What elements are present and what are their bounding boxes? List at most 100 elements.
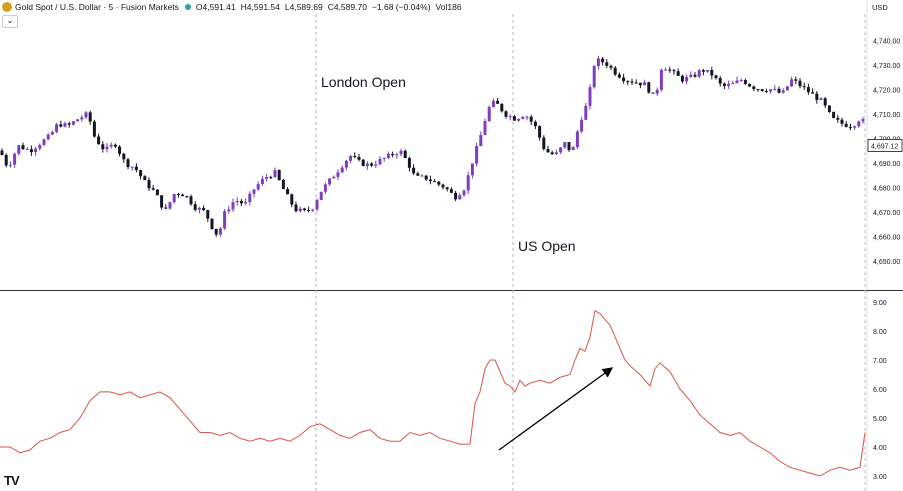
candle-body <box>714 75 718 79</box>
candle-body <box>483 120 487 136</box>
candle-body <box>710 70 714 76</box>
candle-body <box>848 126 852 128</box>
candle-body <box>685 76 689 82</box>
candle-body <box>420 175 424 177</box>
candle-body <box>575 131 579 148</box>
candle-body <box>344 160 348 168</box>
price-tick-label: 4,670.00 <box>873 210 900 217</box>
candle-body <box>252 189 256 194</box>
price-tick-label: 4,740.00 <box>873 38 900 45</box>
currency-label[interactable]: USD <box>872 3 888 12</box>
candle-body <box>815 93 819 100</box>
candle-body <box>0 150 4 155</box>
candle-body <box>235 200 239 203</box>
ohlc-open: O4,591.41 <box>195 2 236 12</box>
indicator-tick-label: 3.00 <box>873 474 887 481</box>
candle-body <box>403 150 407 159</box>
candle-body <box>223 211 227 229</box>
price-tick-label: 4,720.00 <box>873 87 900 94</box>
candle-body <box>630 81 634 83</box>
candle-body <box>466 175 470 191</box>
candle-body <box>294 204 298 212</box>
price-change: −1.68 (−0.04%) <box>371 2 431 12</box>
candle-body <box>491 100 495 107</box>
candle-body <box>806 87 810 93</box>
candle-body <box>176 193 180 195</box>
candle-body <box>655 89 659 94</box>
candle-body <box>55 124 59 132</box>
candle-body <box>668 69 672 71</box>
candle-body <box>580 119 584 132</box>
chevron-down-icon[interactable]: ⌄ <box>2 15 18 28</box>
indicator-tick-label: 4.00 <box>873 445 887 452</box>
candle-body <box>722 83 726 86</box>
ohlc-close: C4,589.70 <box>327 2 367 12</box>
candle-body <box>189 196 193 205</box>
candle-body <box>504 111 508 117</box>
candle-body <box>496 100 500 104</box>
candle-body <box>260 178 264 184</box>
candle-body <box>802 86 806 88</box>
candle-body <box>760 89 764 92</box>
candle-body <box>239 200 243 204</box>
candle-body <box>592 66 596 88</box>
candle-body <box>605 62 609 66</box>
candle-body <box>214 228 218 235</box>
candle-body <box>139 170 143 177</box>
candle-body <box>554 152 558 155</box>
candle-body <box>777 88 781 93</box>
tradingview-logo-icon[interactable]: TV <box>4 473 20 488</box>
ohlc-high: H4,591.54 <box>240 2 280 12</box>
candle-body <box>441 184 445 188</box>
candle-body <box>113 144 117 147</box>
candle-body <box>462 190 466 196</box>
volume-readout: Vol186 <box>435 2 462 12</box>
candle-body <box>13 153 17 165</box>
candle-body <box>748 83 752 87</box>
candle-body <box>601 58 605 63</box>
market-status-icon[interactable] <box>184 4 191 10</box>
candle-body <box>445 187 449 190</box>
candle-body <box>92 121 96 137</box>
candle-body <box>248 193 252 203</box>
candle-body <box>773 88 777 90</box>
candle-body <box>71 121 75 125</box>
candle-body <box>298 208 302 212</box>
price-tick-label: 4,690.00 <box>873 161 900 168</box>
candle-body <box>134 166 138 171</box>
candle-body <box>332 176 336 179</box>
candle-body <box>378 158 382 165</box>
candle-body <box>126 159 130 168</box>
chart-header: Gold Spot / U.S. Dollar · 5 · Fusion Mar… <box>0 0 462 14</box>
candle-body <box>542 137 546 150</box>
candle-body <box>517 118 521 121</box>
candle-body <box>155 189 159 196</box>
candle-body <box>269 177 273 179</box>
candle-body <box>525 116 529 118</box>
candle-body <box>17 145 21 154</box>
candle-body <box>811 92 815 94</box>
candle-body <box>391 153 395 156</box>
candle-body <box>475 146 479 164</box>
candle-body <box>181 194 185 197</box>
candle-body <box>861 119 865 122</box>
candle-body <box>143 176 147 181</box>
candle-body <box>739 80 743 82</box>
candle-body <box>449 189 453 193</box>
candle-body <box>479 135 483 147</box>
price-tick-label: 4,650.00 <box>873 259 900 266</box>
gold-symbol-icon[interactable] <box>2 2 12 12</box>
indicator-tick-label: 7.00 <box>873 358 887 365</box>
symbol-title[interactable]: Gold Spot / U.S. Dollar · 5 · Fusion Mar… <box>15 2 179 12</box>
candle-body <box>529 116 533 122</box>
candle-body <box>76 119 80 122</box>
candle-body <box>550 152 554 155</box>
candle-body <box>706 70 710 72</box>
candle-body <box>302 208 306 211</box>
price-tick-label: 4,710.00 <box>873 112 900 119</box>
candle-body <box>533 121 537 127</box>
candle-body <box>638 82 642 86</box>
candle-body <box>202 207 206 211</box>
candle-body <box>844 123 848 127</box>
